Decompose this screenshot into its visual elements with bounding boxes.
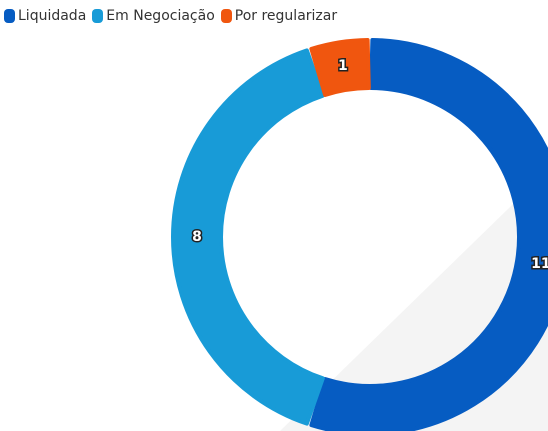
donut-segment	[171, 48, 325, 426]
legend-swatch	[92, 9, 104, 23]
legend-item: Por regularizar	[220, 8, 338, 24]
legend-label: Em Negociação	[106, 8, 215, 24]
legend-swatch	[4, 9, 15, 23]
legend-item: Em Negociação	[92, 8, 215, 24]
legend-item: Liquidada	[4, 8, 86, 24]
data-label: 11	[531, 256, 548, 272]
legend: Liquidada Em Negociação Por regularizar	[4, 8, 337, 24]
legend-label: Por regularizar	[234, 8, 338, 24]
donut-segment	[309, 38, 371, 97]
data-label: 1	[338, 58, 348, 74]
legend-label: Liquidada	[18, 8, 87, 24]
legend-swatch	[220, 9, 232, 23]
data-label: 8	[192, 229, 202, 245]
donut-segment	[309, 38, 548, 431]
